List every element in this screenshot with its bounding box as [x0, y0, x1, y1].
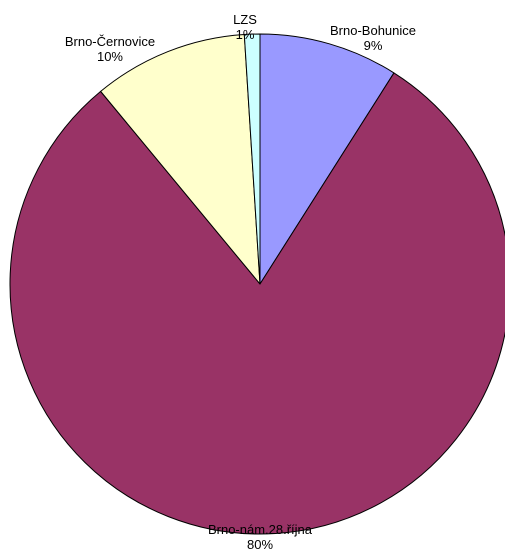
label-brno-nam-28-rijna: Brno-nám.28.října 80% [208, 522, 312, 552]
label-brno-cernovice-pct: 10% [96, 49, 124, 64]
pie-slice-brno-nam-28-rijna [9, 72, 505, 535]
label-lzs-pct: 1% [235, 27, 255, 42]
label-brno-cernovice: Brno-Černovice 10% [65, 34, 155, 64]
label-brno-nam-28-rijna-pct: 80% [246, 537, 274, 552]
label-brno-nam-28-rijna-name: Brno-nám.28.října [207, 522, 313, 537]
label-brno-bohunice: Brno-Bohunice 9% [330, 23, 416, 53]
label-lzs-name: LZS [233, 12, 257, 27]
label-brno-bohunice-name: Brno-Bohunice [330, 23, 416, 38]
pie-slice-lzs [243, 33, 261, 285]
label-brno-bohunice-pct: 9% [363, 38, 383, 53]
label-brno-cernovice-name: Brno-Černovice [64, 34, 156, 49]
pie-slice-brno-bohunice [259, 33, 395, 285]
pie-slice-brno-cernovice [100, 33, 261, 285]
label-lzs: LZS 1% [233, 12, 257, 42]
